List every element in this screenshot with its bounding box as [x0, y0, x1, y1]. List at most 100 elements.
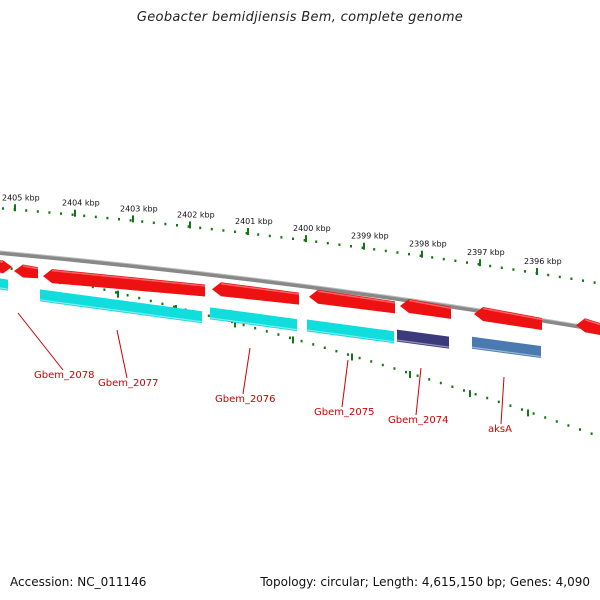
gene-leader-line [116, 329, 128, 379]
gene-arrow-upper[interactable] [576, 318, 600, 335]
scale-minor-tick [280, 236, 283, 239]
lower-minor-tick [115, 291, 117, 294]
scale-minor-tick [245, 231, 248, 235]
scale-minor-tick [234, 230, 236, 234]
gene-bar-lower[interactable] [471, 336, 542, 359]
gene-bar-lower[interactable] [0, 278, 9, 291]
scale-minor-tick [396, 251, 399, 254]
lower-minor-tick [138, 296, 141, 300]
lower-minor-tick [91, 285, 94, 289]
scale-minor-tick [593, 281, 596, 284]
gene-leader-line [341, 359, 349, 408]
scale-tick-label: 2398 kbp [409, 240, 447, 249]
lower-minor-tick [521, 408, 523, 411]
gene-bar-lower[interactable] [209, 307, 298, 332]
lower-minor-tick [347, 353, 349, 356]
lower-minor-tick [555, 420, 558, 423]
scale-minor-tick [141, 220, 144, 223]
scale-minor-tick [303, 238, 306, 242]
scale-minor-tick [408, 252, 410, 256]
lower-minor-tick [370, 360, 373, 363]
gene-leader-line [242, 347, 251, 395]
scale-minor-tick [582, 279, 584, 282]
scale-tick-label: 2402 kbp [177, 210, 215, 219]
lower-minor-tick [416, 374, 419, 377]
scale-minor-tick [431, 256, 434, 259]
gene-arrow-upper[interactable] [43, 269, 206, 297]
scale-minor-tick [36, 210, 39, 213]
scale-minor-tick [570, 277, 573, 281]
scale-minor-tick [500, 266, 503, 270]
scale-minor-tick [524, 270, 526, 273]
lower-minor-tick [300, 339, 303, 343]
gene-bar-lower[interactable] [39, 289, 203, 324]
gene-label[interactable]: Gbem_2076 [215, 394, 275, 405]
gene-bar-lower[interactable] [306, 319, 395, 344]
accession-label: Accession: NC_011146 [10, 575, 147, 589]
scale-minor-tick [384, 249, 387, 253]
gene-arrow-upper[interactable] [474, 307, 543, 330]
gene-label[interactable]: Gbem_2078 [34, 370, 94, 381]
lower-minor-tick [335, 349, 338, 353]
scale-minor-tick [466, 261, 468, 264]
topology-label: Topology: circular; Length: 4,615,150 bp… [260, 575, 590, 589]
gene-label[interactable]: aksA [488, 424, 512, 435]
scale-minor-tick [268, 234, 271, 238]
scale-tick-label: 2397 kbp [467, 248, 505, 257]
scale-minor-tick [60, 212, 62, 215]
lower-minor-tick [567, 424, 570, 427]
scale-minor-tick [176, 224, 178, 227]
scale-minor-tick [338, 243, 341, 246]
gene-arrow-upper[interactable] [400, 299, 452, 319]
lower-minor-tick [126, 294, 129, 297]
lower-minor-tick [393, 367, 396, 370]
gene-label[interactable]: Gbem_2074 [388, 415, 448, 426]
scale-minor-tick [48, 211, 51, 214]
scale-minor-tick [373, 248, 376, 251]
scale-minor-tick [442, 257, 445, 261]
lower-minor-tick [590, 432, 593, 435]
scale-minor-tick [13, 208, 16, 211]
gene-label[interactable]: Gbem_2075 [314, 407, 374, 418]
scale-tick-label: 2399 kbp [351, 232, 389, 241]
map-title: Geobacter bemidjiensis Bem, complete gen… [136, 10, 464, 25]
scale-minor-tick [512, 268, 515, 271]
lower-minor-tick [161, 302, 164, 306]
lower-minor-tick [486, 396, 489, 400]
lower-minor-tick [289, 336, 291, 340]
gene-label[interactable]: Gbem_2077 [98, 378, 158, 389]
scale-tick-label: 2400 kbp [293, 224, 331, 233]
lower-minor-tick [254, 326, 257, 330]
scale-minor-tick [187, 225, 190, 228]
scale-minor-tick [547, 273, 550, 277]
scale-minor-tick [315, 240, 318, 243]
scale-minor-tick [477, 263, 480, 266]
lower-minor-tick [312, 343, 315, 346]
lower-minor-tick [103, 288, 106, 291]
lower-minor-tick [242, 323, 245, 327]
scale-tick-label: 2401 kbp [235, 217, 273, 226]
scale-minor-tick [164, 222, 167, 226]
lower-minor-tick [579, 428, 581, 431]
scale-minor-tick [2, 207, 4, 210]
gene-arrow-upper[interactable] [0, 260, 12, 274]
scale-minor-tick [454, 259, 457, 263]
scale-minor-tick [257, 233, 260, 236]
gene-bar-lower[interactable] [396, 329, 450, 349]
gene-arrow-upper[interactable] [309, 289, 396, 314]
gene-arrow-upper[interactable] [14, 264, 39, 279]
scale-minor-tick [558, 275, 561, 279]
scale-minor-tick [83, 214, 86, 218]
scale-tick-label: 2405 kbp [2, 193, 40, 202]
gene-arrow-upper[interactable] [212, 282, 300, 305]
lower-minor-tick [474, 392, 477, 396]
scale-minor-tick [129, 219, 132, 222]
lower-minor-tick [173, 305, 175, 309]
lower-minor-tick [497, 400, 500, 404]
lower-minor-tick [428, 378, 431, 381]
lower-minor-tick [323, 346, 326, 350]
scale-minor-tick [152, 221, 155, 225]
scale-minor-tick [94, 215, 97, 219]
lower-minor-tick [439, 381, 442, 385]
